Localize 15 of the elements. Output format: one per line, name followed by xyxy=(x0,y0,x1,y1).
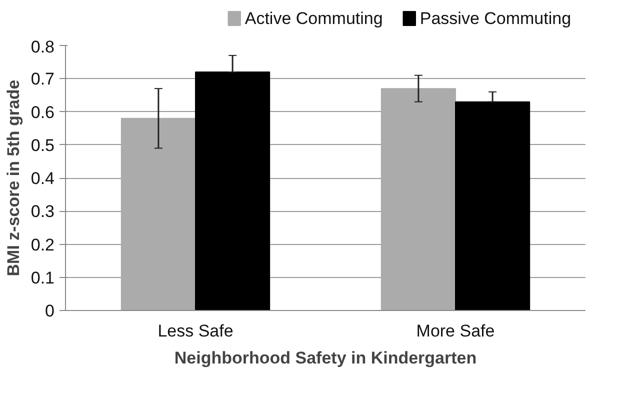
y-tick-label: 0.5 xyxy=(30,136,55,155)
y-tick-label: 0.8 xyxy=(30,38,55,56)
legend-label: Active Commuting xyxy=(244,9,383,28)
y-tick-label: 0.3 xyxy=(30,202,55,222)
legend-label: Passive Commuting xyxy=(420,9,572,28)
y-tick-label: 0.1 xyxy=(30,268,55,288)
x-tick-label: Less Safe xyxy=(158,322,234,340)
y-tick-label: 0.7 xyxy=(30,70,55,89)
y-axis-title: BMI z-score in 5th grade xyxy=(4,80,23,276)
y-tick-label: 0.4 xyxy=(30,169,55,188)
y-tick-label: 0.2 xyxy=(30,235,55,254)
y-tick-label: 0 xyxy=(45,302,55,320)
x-tick-label: More Safe xyxy=(416,322,495,340)
x-axis-title: Neighborhood Safety in Kindergarten xyxy=(174,348,477,368)
y-tick-label: 0.6 xyxy=(30,102,55,122)
